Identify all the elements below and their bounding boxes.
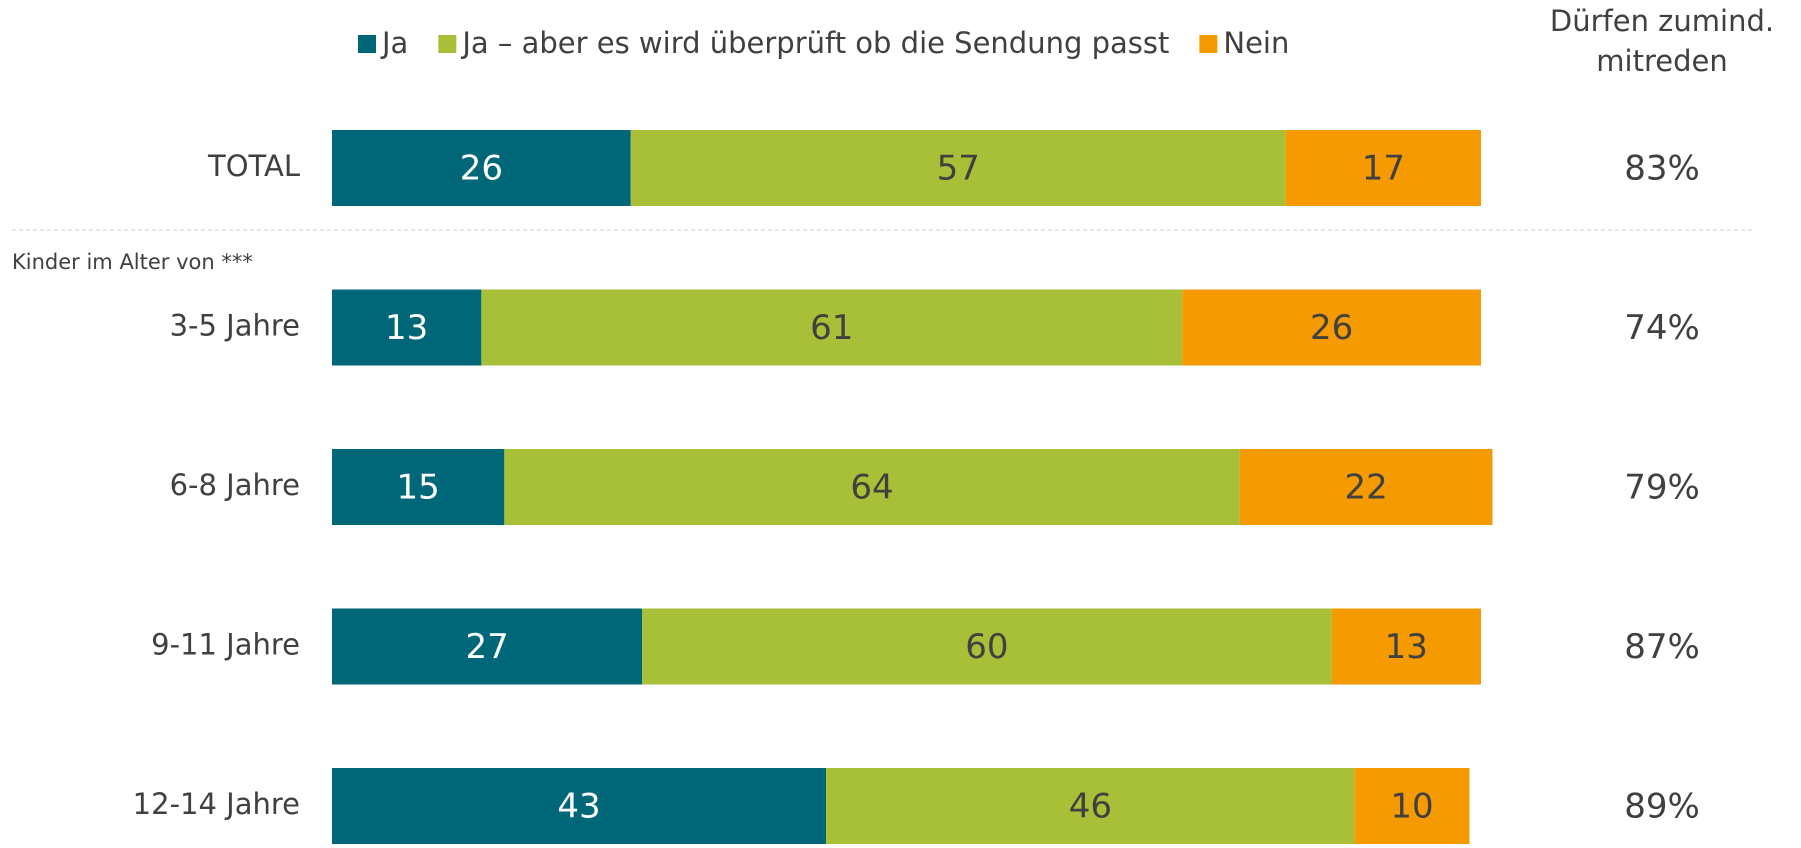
legend-label: Ja xyxy=(380,26,408,60)
data-label: 10 xyxy=(1390,787,1433,827)
data-label: 26 xyxy=(1310,308,1353,348)
data-label: 60 xyxy=(965,627,1008,667)
data-label: 26 xyxy=(460,149,503,189)
data-label: 46 xyxy=(1069,787,1112,827)
bar-segment xyxy=(332,289,482,366)
summary-value: 89% xyxy=(1624,787,1700,827)
legend-label: Nein xyxy=(1223,26,1289,60)
bar-segment xyxy=(642,608,1332,685)
category-label: 9-11 Jahre xyxy=(151,628,300,662)
bar-segment xyxy=(826,768,1355,844)
summary-title: mitreden xyxy=(1596,44,1727,78)
legend-swatch xyxy=(438,35,457,53)
summary-value: 79% xyxy=(1624,468,1700,508)
bar-segment xyxy=(1239,449,1493,525)
summary-value: 87% xyxy=(1624,627,1700,667)
bar-segment xyxy=(332,449,505,525)
annotation: Kinder im Alter von *** xyxy=(12,250,253,274)
data-label: 61 xyxy=(810,308,853,348)
data-label: 13 xyxy=(1385,627,1428,667)
data-label: 15 xyxy=(397,468,440,508)
bar-segment xyxy=(332,130,631,206)
legend-swatch xyxy=(1199,35,1218,53)
category-label: 12-14 Jahre xyxy=(133,787,300,821)
data-label: 13 xyxy=(385,308,428,348)
category-label: TOTAL xyxy=(207,149,300,183)
bar-segment xyxy=(332,768,827,844)
data-label: 22 xyxy=(1344,468,1387,508)
legend-label: Ja – aber es wird überprüft ob die Sendu… xyxy=(460,26,1169,60)
legend-swatch xyxy=(358,35,376,53)
bar-segment xyxy=(1182,289,1481,366)
data-label: 64 xyxy=(850,468,893,508)
summary-title: Dürfen zumind. xyxy=(1550,4,1774,38)
data-label: 43 xyxy=(557,787,600,827)
category-label: 3-5 Jahre xyxy=(170,309,300,343)
bar-segment xyxy=(481,289,1183,366)
bar-segment xyxy=(630,130,1286,206)
summary-value: 74% xyxy=(1624,308,1700,348)
category-label: 6-8 Jahre xyxy=(170,468,300,502)
summary-value: 83% xyxy=(1624,149,1700,189)
bar-segment xyxy=(332,608,643,685)
data-label: 57 xyxy=(937,149,980,189)
bar-segment xyxy=(504,449,1240,525)
bar-segment xyxy=(1354,768,1470,844)
data-label: 17 xyxy=(1362,149,1405,189)
data-label: 27 xyxy=(465,627,508,667)
bar-segment xyxy=(1285,130,1481,206)
bar-segment xyxy=(1331,608,1481,685)
